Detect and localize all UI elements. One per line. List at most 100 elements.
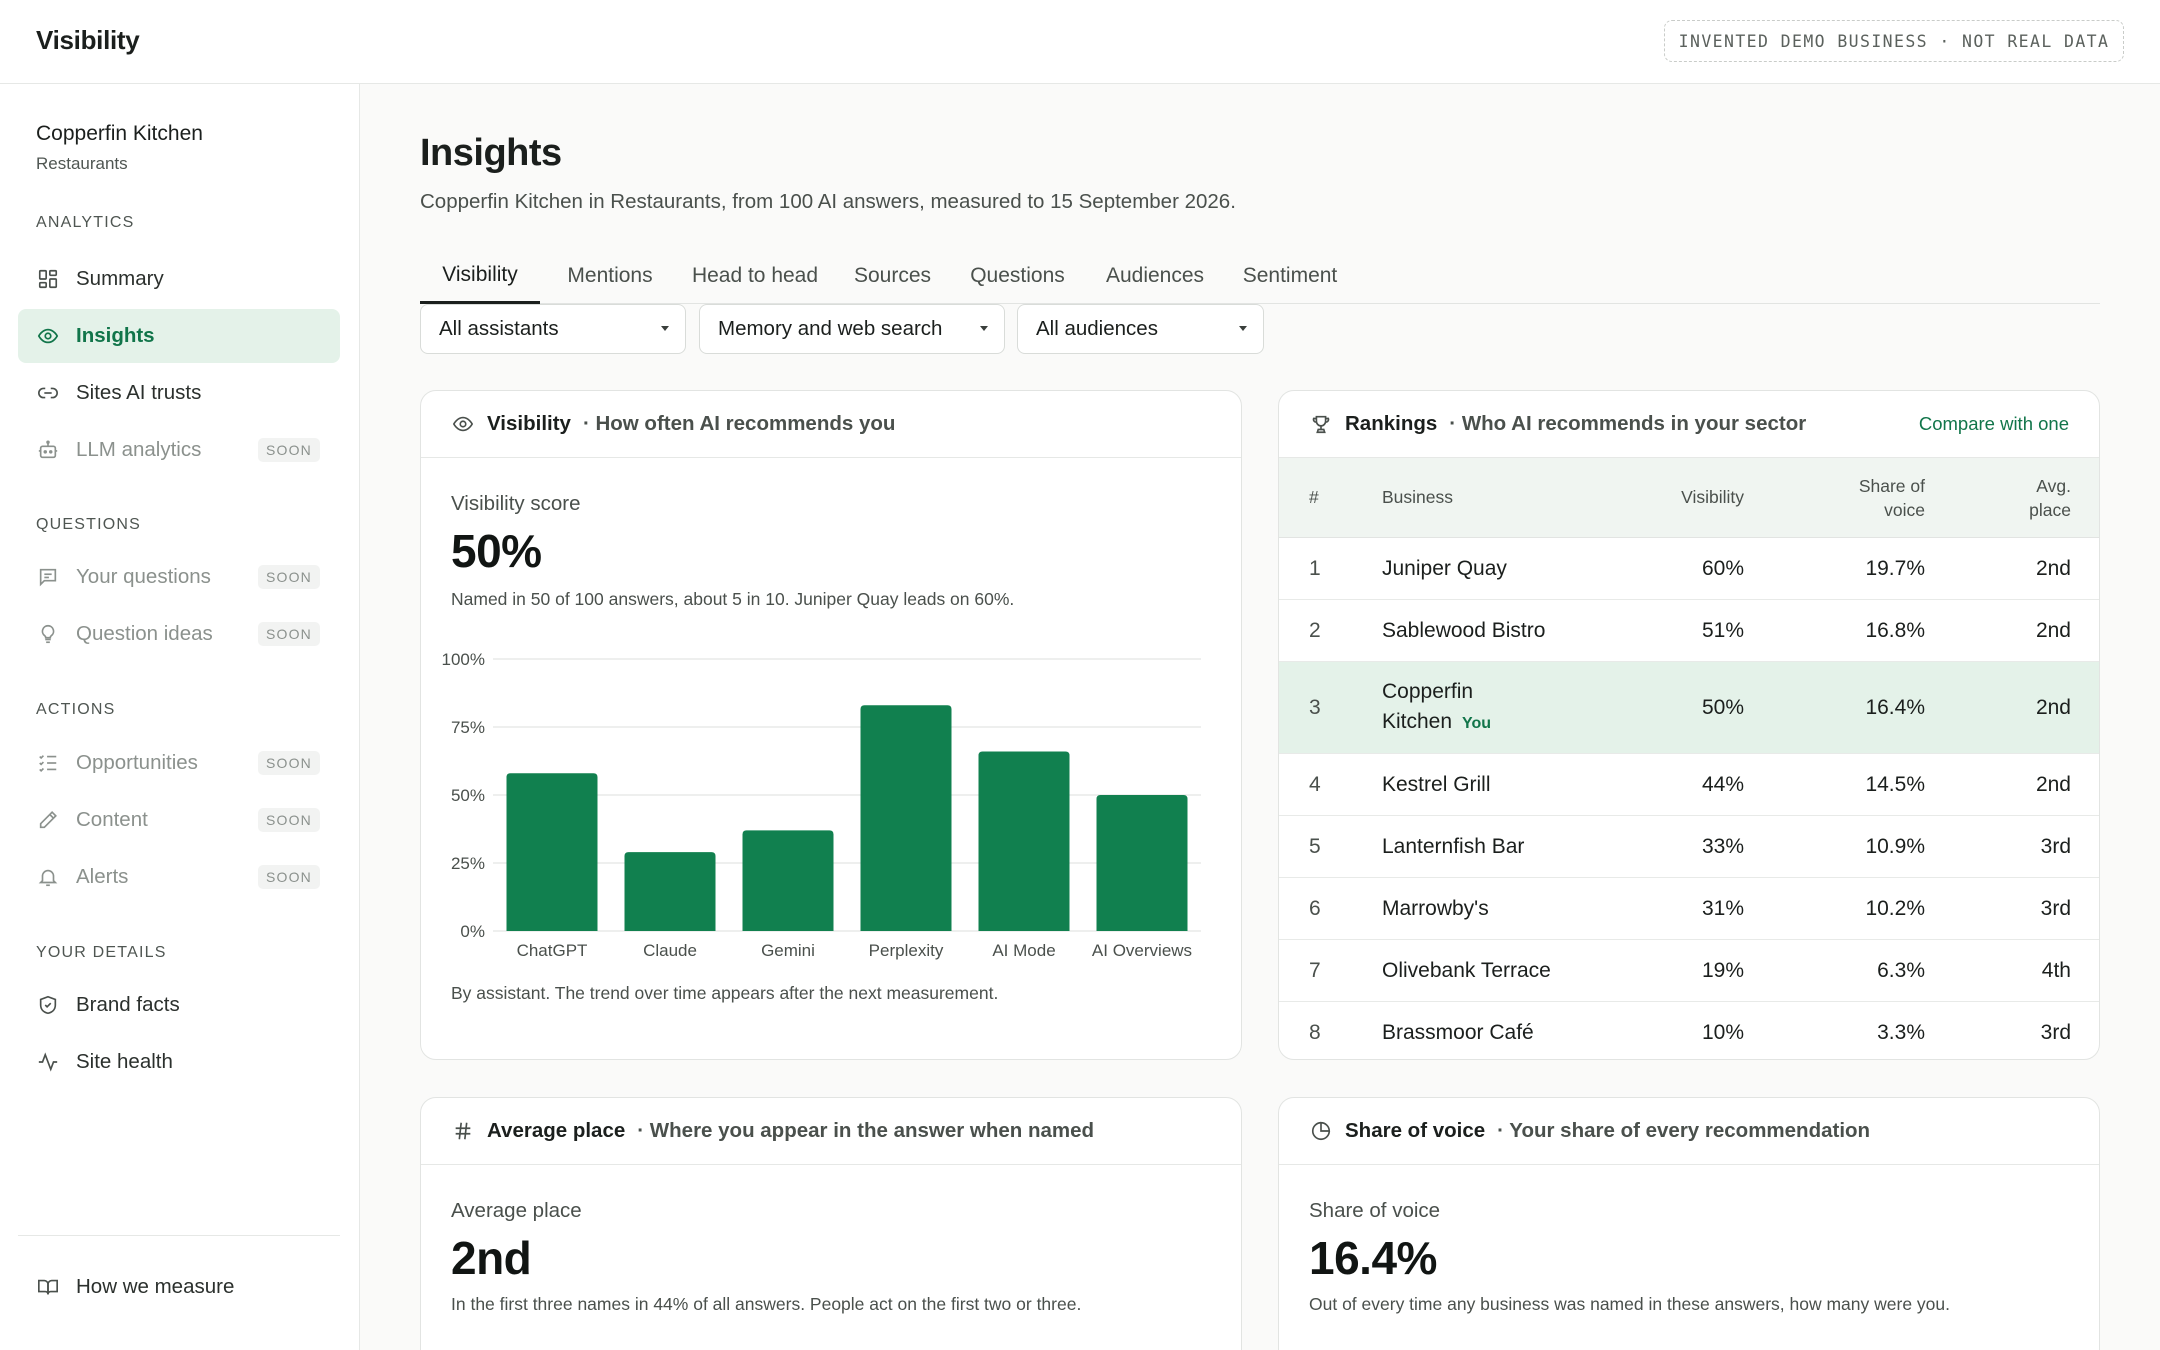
sidebar-item-brand-facts[interactable]: Brand facts xyxy=(18,978,340,1032)
soon-badge: SOON xyxy=(257,865,320,889)
share-of-voice-card: Share of voice Your share of every recom… xyxy=(1278,1097,2100,1350)
compare-link[interactable]: Compare with one xyxy=(1918,413,2069,434)
bar-gemini[interactable] xyxy=(742,830,834,931)
card-subtitle: Who AI recommends in your sector xyxy=(1449,412,1806,436)
share-of-voice-cell: 16.8% xyxy=(1865,618,1925,642)
visibility-cell: 10% xyxy=(1701,1021,1744,1044)
y-tick-label: 50% xyxy=(451,786,485,805)
checklist-icon xyxy=(36,751,60,775)
tab-sources[interactable]: Sources xyxy=(853,264,932,287)
activity-pulse-icon xyxy=(36,1050,60,1074)
card-subtitle: Your share of every recommendation xyxy=(1497,1119,1870,1143)
share-of-voice-cell: 10.9% xyxy=(1865,834,1925,858)
x-tick-label: AI Mode xyxy=(992,941,1055,960)
bar-ai-overviews[interactable] xyxy=(1096,795,1188,931)
sidebar-item-insights[interactable]: Insights xyxy=(18,309,340,363)
sidebar-item-label: Brand facts xyxy=(76,993,180,1016)
business-name: Juniper Quay xyxy=(1382,556,1507,580)
sidebar-item-label: Opportunities xyxy=(76,751,198,774)
lightbulb-icon xyxy=(36,622,60,646)
search-mode-select-value: Memory and web search xyxy=(718,317,943,340)
search-mode-select[interactable]: Memory and web search xyxy=(699,304,1005,354)
sidebar-item-site-health[interactable]: Site health xyxy=(18,1035,340,1089)
share-of-voice-cell: 16.4% xyxy=(1865,695,1925,719)
sidebar-item-label: Alerts xyxy=(76,865,129,888)
visibility-cell: 50% xyxy=(1701,695,1744,719)
business-name: Olivebank Terrace xyxy=(1382,958,1551,982)
rank-number: 5 xyxy=(1309,834,1321,858)
metric-label: Visibility score xyxy=(451,492,581,515)
assistant-select[interactable]: All assistants xyxy=(420,304,686,354)
sidebar-item-your-questions[interactable]: Your questions SOON xyxy=(18,550,340,604)
tab-questions[interactable]: Questions xyxy=(970,264,1065,287)
tab-visibility[interactable]: Visibility xyxy=(420,248,540,304)
sidebar-item-question-ideas[interactable]: Question ideas SOON xyxy=(18,607,340,661)
column-header-avg-place[interactable]: Avg. place xyxy=(2029,476,2071,520)
sidebar-item-llm-analytics[interactable]: LLM analytics SOON xyxy=(18,423,340,477)
sidebar-item-summary[interactable]: Summary xyxy=(18,252,340,306)
sidebar-item-label: LLM analytics xyxy=(76,438,202,461)
tab-sentiment[interactable]: Sentiment xyxy=(1242,264,1338,287)
bar-ai-mode[interactable] xyxy=(978,751,1070,931)
business-name: Copperfin Kitchen xyxy=(1382,679,1474,733)
table-row[interactable]: 7 Olivebank Terrace 19% 6.3% 4th xyxy=(1279,940,2099,1002)
table-row[interactable]: 1 Juniper Quay 60% 19.7% 2nd xyxy=(1279,538,2099,600)
metric-note: In the first three names in 44% of all a… xyxy=(451,1294,1082,1314)
soon-badge: SOON xyxy=(257,565,320,589)
pie-chart-icon xyxy=(1309,1119,1333,1143)
share-of-voice-cell: 3.3% xyxy=(1877,1021,1925,1044)
top-bar: Visibility INVENTED DEMO BUSINESS · NOT … xyxy=(0,0,2160,84)
audience-select[interactable]: All audiences xyxy=(1017,304,1264,354)
sidebar-item-opportunities[interactable]: Opportunities SOON xyxy=(18,736,340,790)
business-name: Lanternfish Bar xyxy=(1382,834,1525,858)
message-square-icon xyxy=(36,565,60,589)
card-subtitle: Where you appear in the answer when name… xyxy=(637,1119,1094,1143)
bar-chatgpt[interactable] xyxy=(506,773,598,931)
tab-audiences[interactable]: Audiences xyxy=(1105,264,1205,287)
section-label-actions: ACTIONS xyxy=(36,701,116,718)
business-name: Brassmoor Café xyxy=(1382,1021,1534,1044)
business-name: Kestrel Grill xyxy=(1382,772,1491,796)
bar-claude[interactable] xyxy=(624,852,716,931)
sidebar-item-how-we-measure[interactable]: How we measure xyxy=(18,1260,340,1314)
visibility-cell: 31% xyxy=(1701,896,1744,920)
average-place-card-header: Average place Where you appear in the an… xyxy=(421,1098,1241,1165)
table-row[interactable]: 6 Marrowby's 31% 10.2% 3rd xyxy=(1279,878,2099,940)
rank-number: 4 xyxy=(1309,772,1321,796)
column-header-share-of-voice[interactable]: Share of voice xyxy=(1858,476,1925,520)
column-header-visibility[interactable]: Visibility xyxy=(1681,487,1744,507)
avg-place-cell: 3rd xyxy=(2040,1021,2071,1044)
avg-place-cell: 2nd xyxy=(2035,618,2071,642)
metric-value: 50% xyxy=(451,525,542,577)
link-icon xyxy=(36,381,60,405)
table-row[interactable]: 2 Sablewood Bistro 51% 16.8% 2nd xyxy=(1279,600,2099,662)
sidebar-item-label: How we measure xyxy=(76,1275,235,1298)
card-subtitle: How often AI recommends you xyxy=(583,412,895,436)
table-row[interactable]: 4 Kestrel Grill 44% 14.5% 2nd xyxy=(1279,754,2099,816)
rank-number: 2 xyxy=(1309,618,1321,642)
section-label-analytics: ANALYTICS xyxy=(36,214,135,231)
sidebar-item-alerts[interactable]: Alerts SOON xyxy=(18,850,340,904)
table-row[interactable]: 5 Lanternfish Bar 33% 10.9% 3rd xyxy=(1279,816,2099,878)
business-name: Marrowby's xyxy=(1382,896,1489,920)
avg-place-cell: 2nd xyxy=(2035,772,2071,796)
sidebar-item-label: Question ideas xyxy=(76,622,213,645)
y-tick-label: 25% xyxy=(451,854,485,873)
table-row-you[interactable]: 3 Copperfin Kitchen You 50% 16.4% 2nd xyxy=(1279,662,2099,754)
trophy-icon xyxy=(1309,412,1333,436)
sidebar-item-sites-ai-trusts[interactable]: Sites AI trusts xyxy=(18,366,340,420)
chart-caption: By assistant. The trend over time appear… xyxy=(451,983,999,1003)
tab-mentions[interactable]: Mentions xyxy=(567,264,653,287)
audience-select-value: All audiences xyxy=(1036,317,1158,340)
tab-head-to-head[interactable]: Head to head xyxy=(691,264,819,287)
x-tick-label: AI Overviews xyxy=(1092,941,1192,960)
metric-label: Share of voice xyxy=(1309,1199,1441,1222)
avg-place-cell: 4th xyxy=(2041,958,2071,982)
avg-place-cell: 3rd xyxy=(2040,896,2071,920)
table-row[interactable]: 8 Brassmoor Café 10% 3.3% 3rd xyxy=(1279,1002,2099,1059)
bar-perplexity[interactable] xyxy=(860,705,952,931)
sidebar-item-content[interactable]: Content SOON xyxy=(18,793,340,847)
bell-icon xyxy=(36,865,60,889)
share-of-voice-cell: 6.3% xyxy=(1877,958,1925,982)
you-badge: You xyxy=(1462,714,1492,732)
